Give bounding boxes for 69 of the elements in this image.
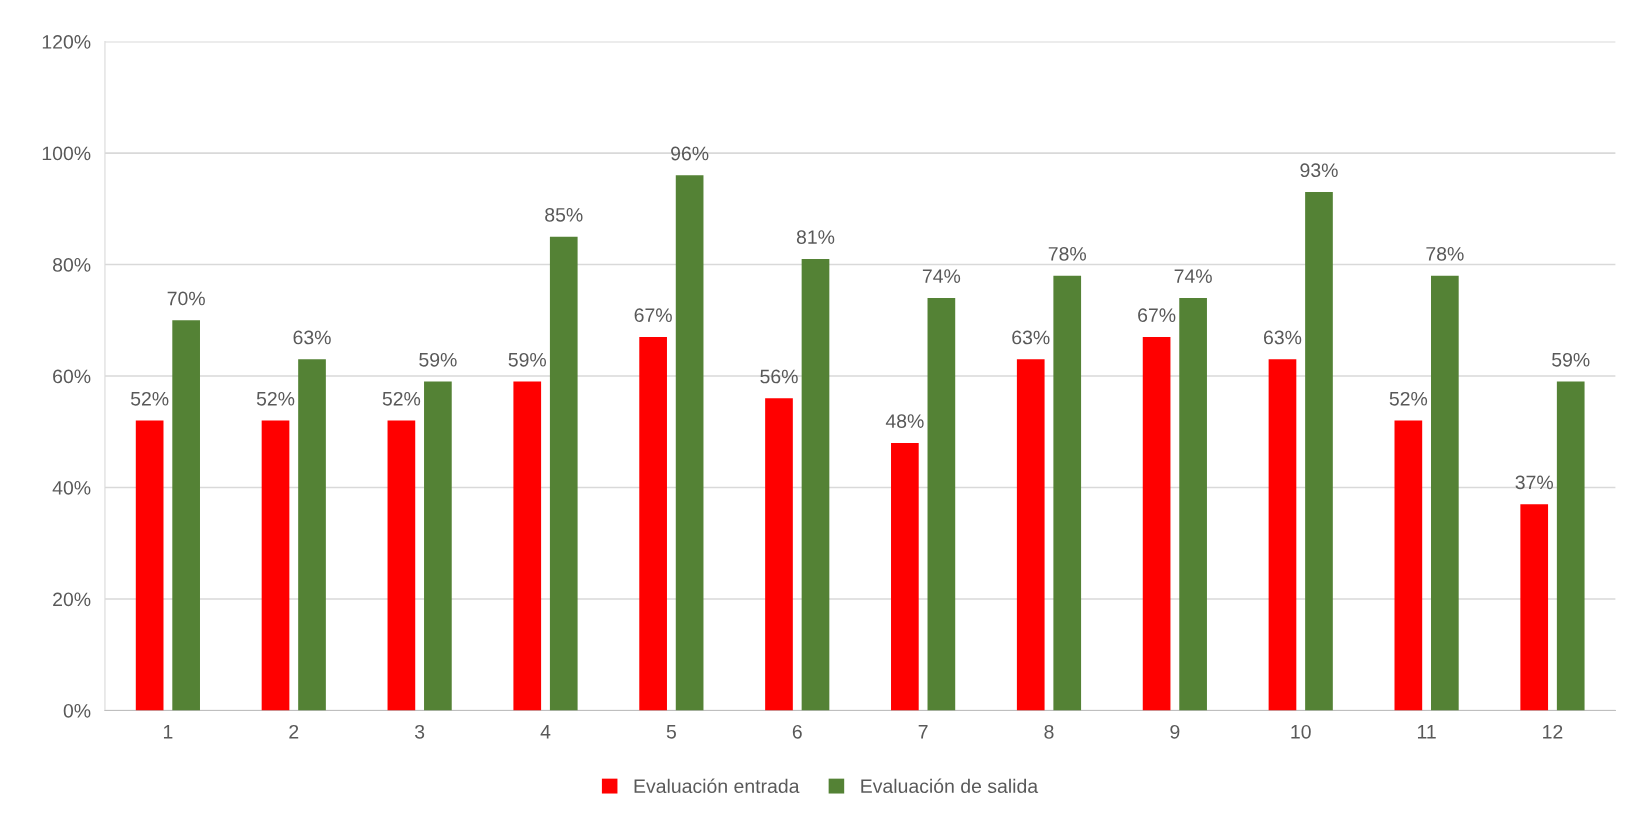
bar	[1520, 504, 1549, 711]
data-label: 67%	[1138, 308, 1176, 323]
bar	[1431, 275, 1459, 711]
data-label: 52%	[382, 391, 421, 406]
x-tick-label: 8	[1044, 724, 1054, 739]
x-tick-label: 10	[1291, 724, 1311, 739]
bar	[675, 175, 704, 711]
bar	[1142, 337, 1171, 711]
y-tick-label: 100%	[42, 146, 91, 161]
data-label: 81%	[796, 230, 835, 245]
bar	[801, 258, 830, 711]
data-label: 52%	[256, 391, 295, 406]
x-tick-label: 7	[918, 725, 928, 739]
bar	[1556, 381, 1585, 711]
data-label: 52%	[130, 391, 169, 406]
legend-label: Evaluación de salida	[861, 778, 1039, 794]
x-tick-label: 11	[1417, 725, 1436, 739]
bar	[387, 420, 416, 711]
bar	[298, 359, 326, 711]
y-tick-label: 60%	[53, 369, 91, 384]
data-label: 48%	[885, 414, 924, 428]
data-label: 74%	[922, 269, 961, 283]
data-label: 78%	[1426, 246, 1464, 261]
data-label: 70%	[167, 291, 205, 306]
bar	[549, 236, 578, 711]
data-label: 96%	[671, 146, 709, 161]
bar	[1053, 275, 1082, 711]
x-tick-label: 3	[414, 724, 425, 739]
bar	[891, 442, 919, 711]
bar	[1305, 192, 1333, 711]
bar	[513, 381, 542, 711]
data-label: 59%	[419, 352, 457, 367]
bar	[765, 398, 793, 711]
bar	[261, 420, 290, 711]
bar	[424, 381, 452, 711]
y-tick-label: 80%	[53, 258, 91, 272]
data-label: 63%	[1264, 330, 1302, 345]
data-label: 63%	[1012, 330, 1050, 345]
data-label: 78%	[1048, 246, 1086, 261]
data-label: 93%	[1300, 163, 1338, 178]
y-tick-label: 120%	[42, 35, 91, 49]
data-label: 85%	[545, 207, 583, 222]
bar	[172, 320, 200, 711]
data-label: 56%	[760, 369, 798, 384]
data-label: 74%	[1174, 269, 1212, 283]
y-tick-label: 0%	[63, 703, 91, 718]
x-tick-label: 2	[289, 724, 299, 739]
x-tick-label: 12	[1543, 724, 1563, 739]
x-tick-label: 5	[666, 725, 676, 739]
data-label: 63%	[293, 330, 331, 345]
data-label: 37%	[1515, 475, 1553, 490]
legend-label: Evaluación entrada	[634, 778, 800, 794]
bar	[1179, 297, 1207, 711]
bar	[639, 337, 667, 711]
data-label: 67%	[634, 308, 672, 323]
x-tick-label: 1	[163, 725, 173, 739]
bar	[1268, 359, 1297, 711]
x-tick-label: 9	[1170, 724, 1180, 739]
x-tick-label: 4	[540, 725, 551, 739]
bar	[1394, 420, 1423, 711]
data-label: 59%	[508, 352, 547, 367]
y-tick-label: 40%	[52, 480, 91, 495]
x-tick-label: 6	[792, 724, 802, 739]
y-tick-label: 20%	[53, 592, 91, 607]
bar	[927, 297, 956, 711]
bar	[135, 420, 164, 711]
data-label: 59%	[1552, 352, 1590, 367]
data-label: 52%	[1389, 391, 1428, 406]
bar	[1016, 359, 1045, 711]
